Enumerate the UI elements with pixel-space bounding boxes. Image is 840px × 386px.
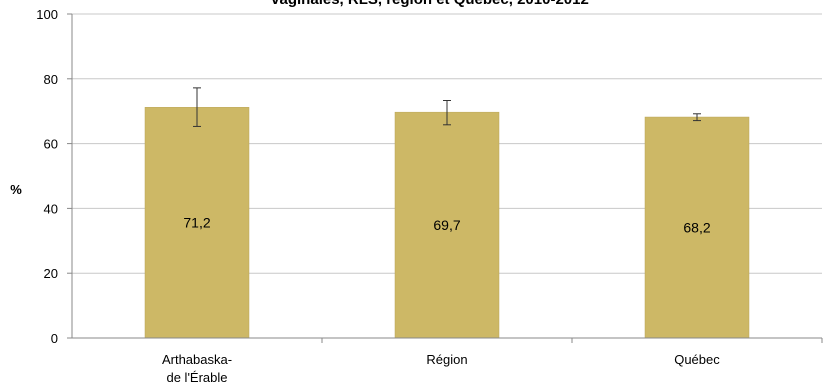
category-label: Arthabaska- [162,352,232,367]
bars [144,107,750,339]
category-labels: Arthabaska-de l'Érable Région Québec [162,352,720,385]
y-axis-label: % [10,182,22,197]
error-bars [193,87,701,127]
x-axis [72,337,823,343]
bar [144,107,250,339]
category-label: Québec [674,352,720,367]
chart-title-group: vaginales, RLS, région et Québec, 2010-2… [271,0,589,8]
category-label: Région [426,352,467,367]
y-tick-label: 40 [44,201,58,216]
y-tick-label: 100 [36,7,58,22]
category-label: de l'Érable [166,370,227,385]
data-labels: 71,2 69,7 68,2 [183,215,710,236]
bar [394,111,500,339]
y-tick-label: 20 [44,266,58,281]
y-tick-label: 60 [44,137,58,152]
y-tick-labels: 0 20 40 60 80 100 [36,7,58,346]
data-label: 69,7 [433,217,460,233]
y-tick-label: 0 [51,331,58,346]
chart-title: vaginales, RLS, région et Québec, 2010-2… [271,0,589,8]
data-label: 68,2 [683,220,710,236]
data-label: 71,2 [183,215,210,231]
y-tick-label: 80 [44,72,58,87]
